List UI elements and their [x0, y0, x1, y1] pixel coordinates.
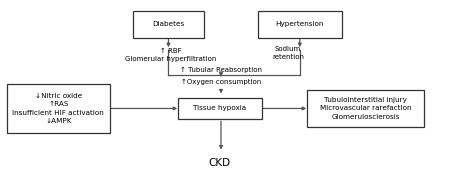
FancyBboxPatch shape — [257, 10, 342, 37]
FancyBboxPatch shape — [307, 90, 424, 127]
Text: Hypertension: Hypertension — [275, 21, 324, 27]
Text: ↑ Tubular Reabsorption: ↑ Tubular Reabsorption — [180, 67, 262, 73]
Text: Sodium
retention: Sodium retention — [272, 46, 304, 60]
Text: Diabetes: Diabetes — [152, 21, 184, 27]
Text: ↑ RBF
Glomerular hyperfiltration: ↑ RBF Glomerular hyperfiltration — [125, 48, 217, 62]
Text: Tissue hypoxia: Tissue hypoxia — [193, 106, 246, 111]
Text: CKD: CKD — [208, 158, 230, 168]
FancyBboxPatch shape — [178, 98, 262, 119]
Text: ↑Oxygen consumption: ↑Oxygen consumption — [181, 79, 261, 85]
FancyBboxPatch shape — [7, 84, 110, 133]
FancyBboxPatch shape — [133, 10, 204, 37]
Text: Tubulointerstitial injury
Microvascular rarefaction
Glomerulosclerosis: Tubulointerstitial injury Microvascular … — [319, 97, 411, 120]
Text: ↓Nitric oxide
↑RAS
Insufficient HIF activation
↓AMPK: ↓Nitric oxide ↑RAS Insufficient HIF acti… — [12, 93, 104, 124]
